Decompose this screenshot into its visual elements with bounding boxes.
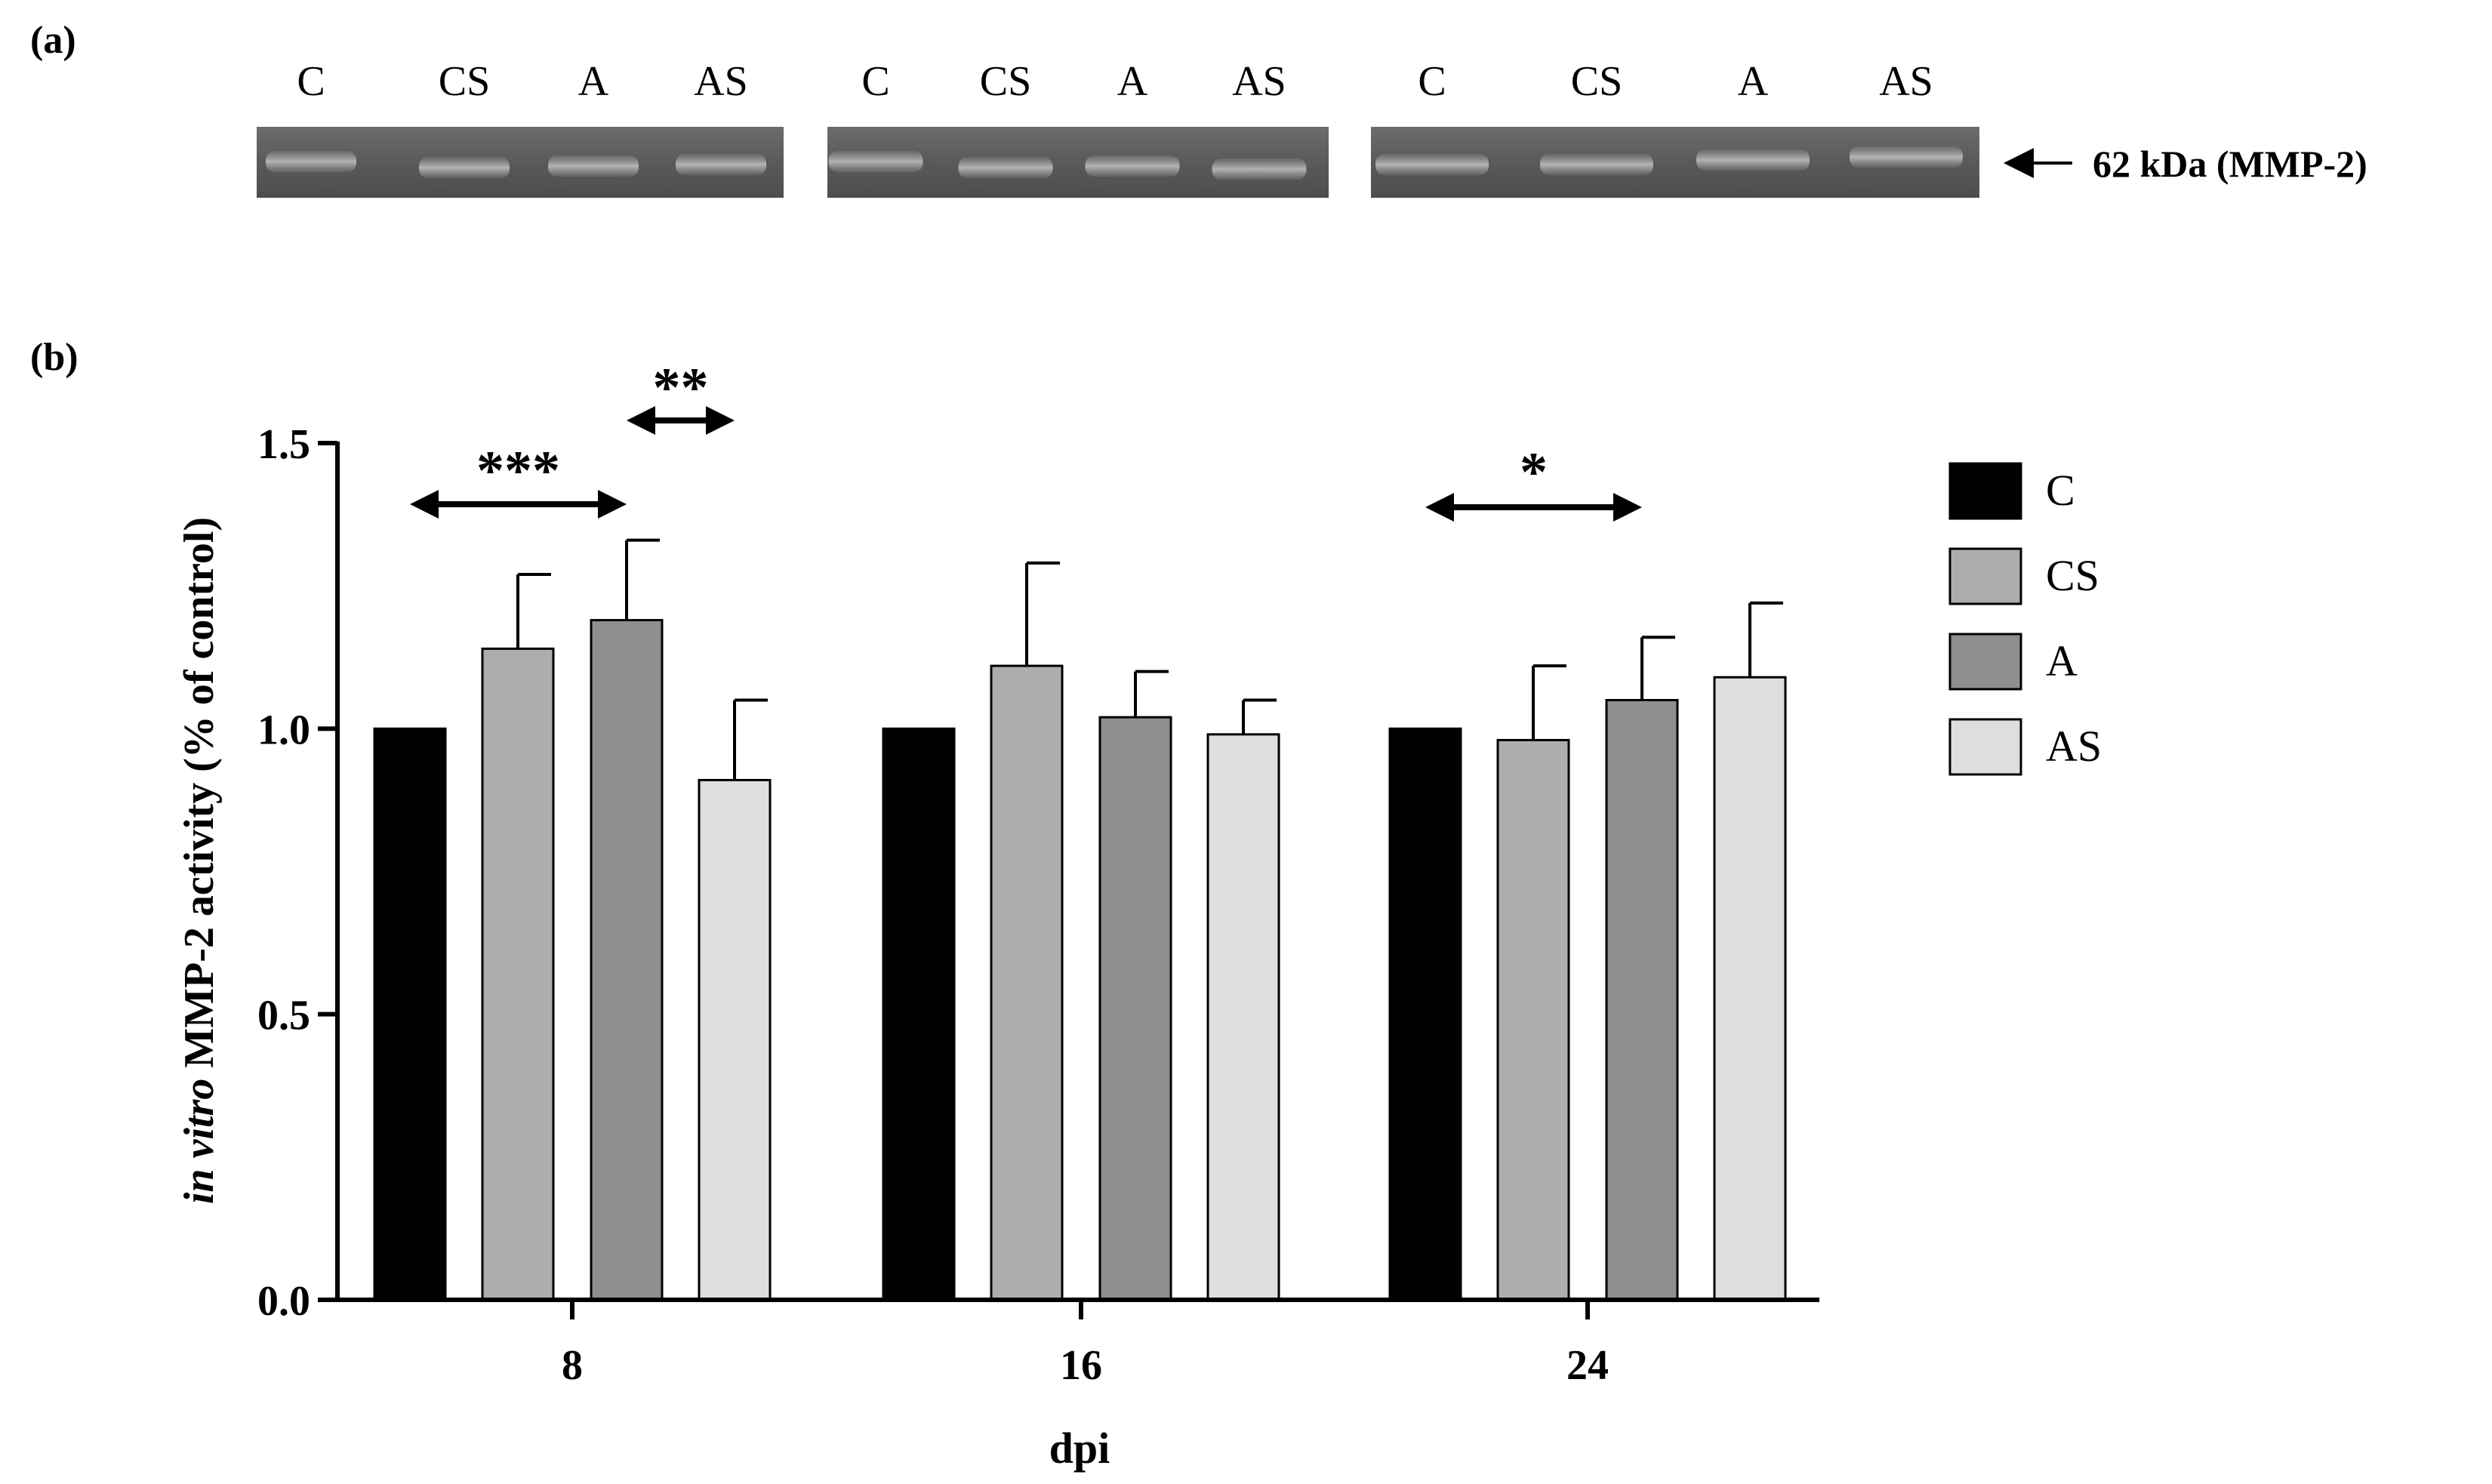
bar-AS-24 <box>1713 676 1787 1301</box>
legend-label: A <box>2046 636 2078 685</box>
lane-label: C <box>861 58 889 105</box>
bar-A-16 <box>1098 716 1172 1301</box>
gel-band <box>1540 154 1653 175</box>
panel-b-label: (b) <box>30 336 79 379</box>
significance-arrow: ** <box>627 357 735 435</box>
gel-band <box>1375 154 1489 175</box>
panel-a-label: (a) <box>30 19 76 62</box>
bar-CS-24 <box>1496 738 1570 1301</box>
bar-C-8 <box>373 727 447 1301</box>
gel-band <box>1212 159 1307 180</box>
lane-label: CS <box>439 58 491 105</box>
gel-bands <box>266 146 1963 180</box>
gel-band <box>266 151 356 172</box>
bar-A-24 <box>1605 699 1679 1301</box>
lane-label: C <box>297 58 325 105</box>
x-tick-label: 8 <box>562 1342 583 1389</box>
bar-AS-16 <box>1206 733 1280 1301</box>
lane-label: AS <box>1232 58 1286 105</box>
y-tick-label: 0.5 <box>257 993 310 1039</box>
x-tick-label: 24 <box>1566 1342 1609 1389</box>
y-axis-title-italic: in vitro <box>176 1079 223 1204</box>
bar-CS-8 <box>481 647 555 1301</box>
bar-A-8 <box>590 619 664 1301</box>
significance-arrow: * <box>1425 442 1642 522</box>
x-axis-title: dpi <box>1049 1424 1110 1473</box>
lane-label: C <box>1418 58 1446 105</box>
gel-band <box>1085 155 1180 177</box>
legend-swatch-AS <box>1948 718 2022 776</box>
legend-label: AS <box>2046 722 2102 771</box>
bar-CS-16 <box>990 664 1064 1301</box>
bar-chart: 0.0 0.5 1.0 1.5 8 16 24 dpi in vitro MMP-2 activ… <box>176 357 2102 1473</box>
lane-label: A <box>578 58 609 105</box>
significance-arrow: *** <box>410 440 627 519</box>
bar-C-24 <box>1388 727 1462 1301</box>
y-axis-title-rest: MMP-2 activity (% of control) <box>176 517 223 1079</box>
gel-band <box>1850 146 1963 168</box>
legend-label: C <box>2046 466 2075 515</box>
x-tick-label: 16 <box>1060 1342 1102 1389</box>
significance-label: *** <box>476 440 560 502</box>
gel-band <box>548 155 639 177</box>
gel-band <box>419 157 510 178</box>
legend-swatch-CS <box>1948 547 2022 605</box>
lane-label: AS <box>694 58 748 105</box>
gel-band <box>828 151 923 172</box>
legend: C CS A AS <box>1948 462 2102 776</box>
lane-label: A <box>1738 58 1769 105</box>
gel-band <box>676 154 766 175</box>
y-tick-label: 1.5 <box>257 421 310 468</box>
legend-swatch-A <box>1948 633 2022 691</box>
band-label: 62 kDa (MMP-2) <box>2093 143 2367 185</box>
y-tick-label: 0.0 <box>257 1278 310 1325</box>
y-tick-label: 1.0 <box>257 707 310 753</box>
significance-label: ** <box>653 357 709 419</box>
lane-label: CS <box>980 58 1032 105</box>
legend-swatch-C <box>1948 462 2022 520</box>
bar-AS-8 <box>698 778 772 1301</box>
bar-C-16 <box>882 727 956 1301</box>
lane-label: A <box>1117 58 1148 105</box>
y-axis-title: in vitro MMP-2 activity (% of control) <box>176 517 223 1204</box>
significance-label: * <box>1520 442 1548 503</box>
gel-band <box>958 157 1053 178</box>
lane-label: CS <box>1571 58 1623 105</box>
lane-label: AS <box>1879 58 1933 105</box>
lane-labels: C CS A AS C CS A AS C CS A AS <box>297 58 1933 105</box>
legend-label: CS <box>2046 551 2099 600</box>
gel-band <box>1696 149 1810 171</box>
